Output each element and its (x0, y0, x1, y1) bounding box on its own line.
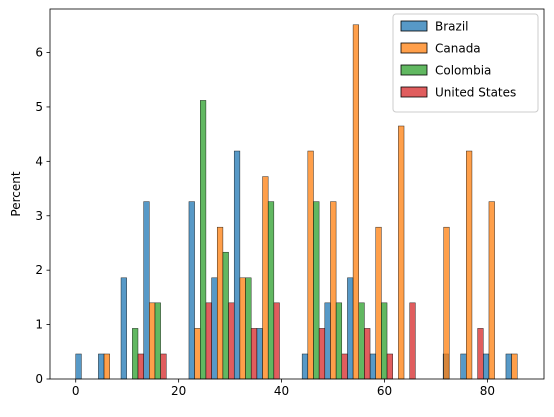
legend-label-united-states: United States (435, 86, 516, 100)
bar-colombia-0 (132, 328, 139, 380)
axes-frame (49, 8, 545, 380)
bar-colombia-6 (313, 201, 320, 380)
bar-brazil-14 (483, 353, 490, 380)
x-axis-ticks: 0 20 40 60 80 (72, 379, 495, 398)
bars-layer (75, 24, 518, 380)
bar-canada-9 (375, 226, 382, 380)
bar-brazil-15 (505, 353, 512, 380)
legend-swatch-brazil (400, 20, 428, 32)
bar-canada-1 (149, 302, 156, 380)
bar-brazil-4 (188, 201, 195, 380)
y-tick-label: 6 (35, 46, 43, 60)
bar-brazil-9 (324, 302, 331, 380)
bar-canada-14 (511, 353, 518, 380)
bar-canada-7 (330, 201, 337, 380)
bar-brazil-8 (301, 353, 309, 380)
legend-label-colombia: Colombia (435, 64, 491, 78)
bar-canada-0 (103, 353, 110, 380)
bar-brazil-13 (460, 353, 467, 380)
y-axis-label: Percent (9, 171, 23, 216)
x-tick-label: 20 (171, 384, 186, 398)
bar-united-states-6 (318, 328, 326, 380)
bar-united-states-8 (364, 328, 371, 380)
bar-brazil-11 (369, 353, 376, 380)
bar-colombia-7 (335, 302, 343, 380)
bar-canada-11 (443, 226, 450, 380)
bar-canada-6 (307, 150, 314, 380)
y-tick-label: 3 (35, 209, 43, 223)
legend-swatch-colombia (400, 64, 428, 76)
legend-swatch-canada (400, 42, 428, 54)
bar-canada-12 (466, 150, 473, 380)
bar-united-states-3 (228, 302, 235, 380)
bar-colombia-1 (154, 302, 161, 380)
bar-colombia-4 (245, 277, 252, 380)
bar-united-states-1 (160, 353, 167, 380)
y-tick-label: 0 (35, 372, 43, 386)
bar-united-states-4 (250, 328, 258, 380)
x-tick-label: 60 (377, 384, 392, 398)
bar-brazil-10 (347, 277, 354, 380)
bar-united-states-0 (137, 353, 144, 380)
bar-canada-3 (216, 226, 224, 380)
bar-united-states-10 (409, 302, 416, 380)
bar-brazil-2 (120, 277, 127, 380)
bar-colombia-3 (222, 251, 229, 380)
x-tick-label: 0 (72, 384, 80, 398)
bar-colombia-8 (358, 302, 365, 380)
bar-united-states-5 (273, 302, 280, 380)
bar-brazil-5 (211, 277, 218, 380)
bar-brazil-6 (233, 150, 241, 380)
bar-brazil-1 (98, 353, 105, 380)
bar-canada-8 (352, 24, 359, 380)
bar-united-states-11 (477, 328, 484, 380)
bar-united-states-7 (341, 353, 348, 380)
bar-brazil-7 (256, 328, 263, 380)
y-axis-ticks: 0 1 2 3 4 5 6 (35, 46, 50, 386)
bar-canada-4 (239, 277, 246, 380)
legend-box (392, 13, 539, 113)
legend-swatch-united-states (400, 86, 428, 98)
legend-label-brazil: Brazil (435, 20, 469, 34)
bar-canada-5 (262, 176, 269, 380)
x-tick-label: 80 (480, 384, 495, 398)
legend: Brazil Canada Colombia United States (392, 13, 539, 113)
bar-canada-13 (488, 201, 495, 380)
x-tick-label: 40 (274, 384, 289, 398)
bar-brazil-3 (143, 201, 150, 380)
y-tick-label: 5 (35, 100, 43, 114)
bar-colombia-2 (200, 100, 207, 380)
bar-united-states-9 (386, 353, 393, 380)
y-tick-label: 2 (35, 263, 43, 277)
bar-colombia-9 (381, 302, 388, 380)
bar-united-states-2 (205, 302, 212, 380)
bar-canada-2 (194, 328, 201, 380)
bar-brazil-0 (75, 353, 82, 380)
legend-label-canada: Canada (435, 42, 481, 56)
y-tick-label: 4 (35, 154, 43, 168)
y-tick-label: 1 (35, 318, 43, 332)
bar-canada-10 (398, 125, 405, 380)
bar-colombia-5 (267, 201, 275, 380)
